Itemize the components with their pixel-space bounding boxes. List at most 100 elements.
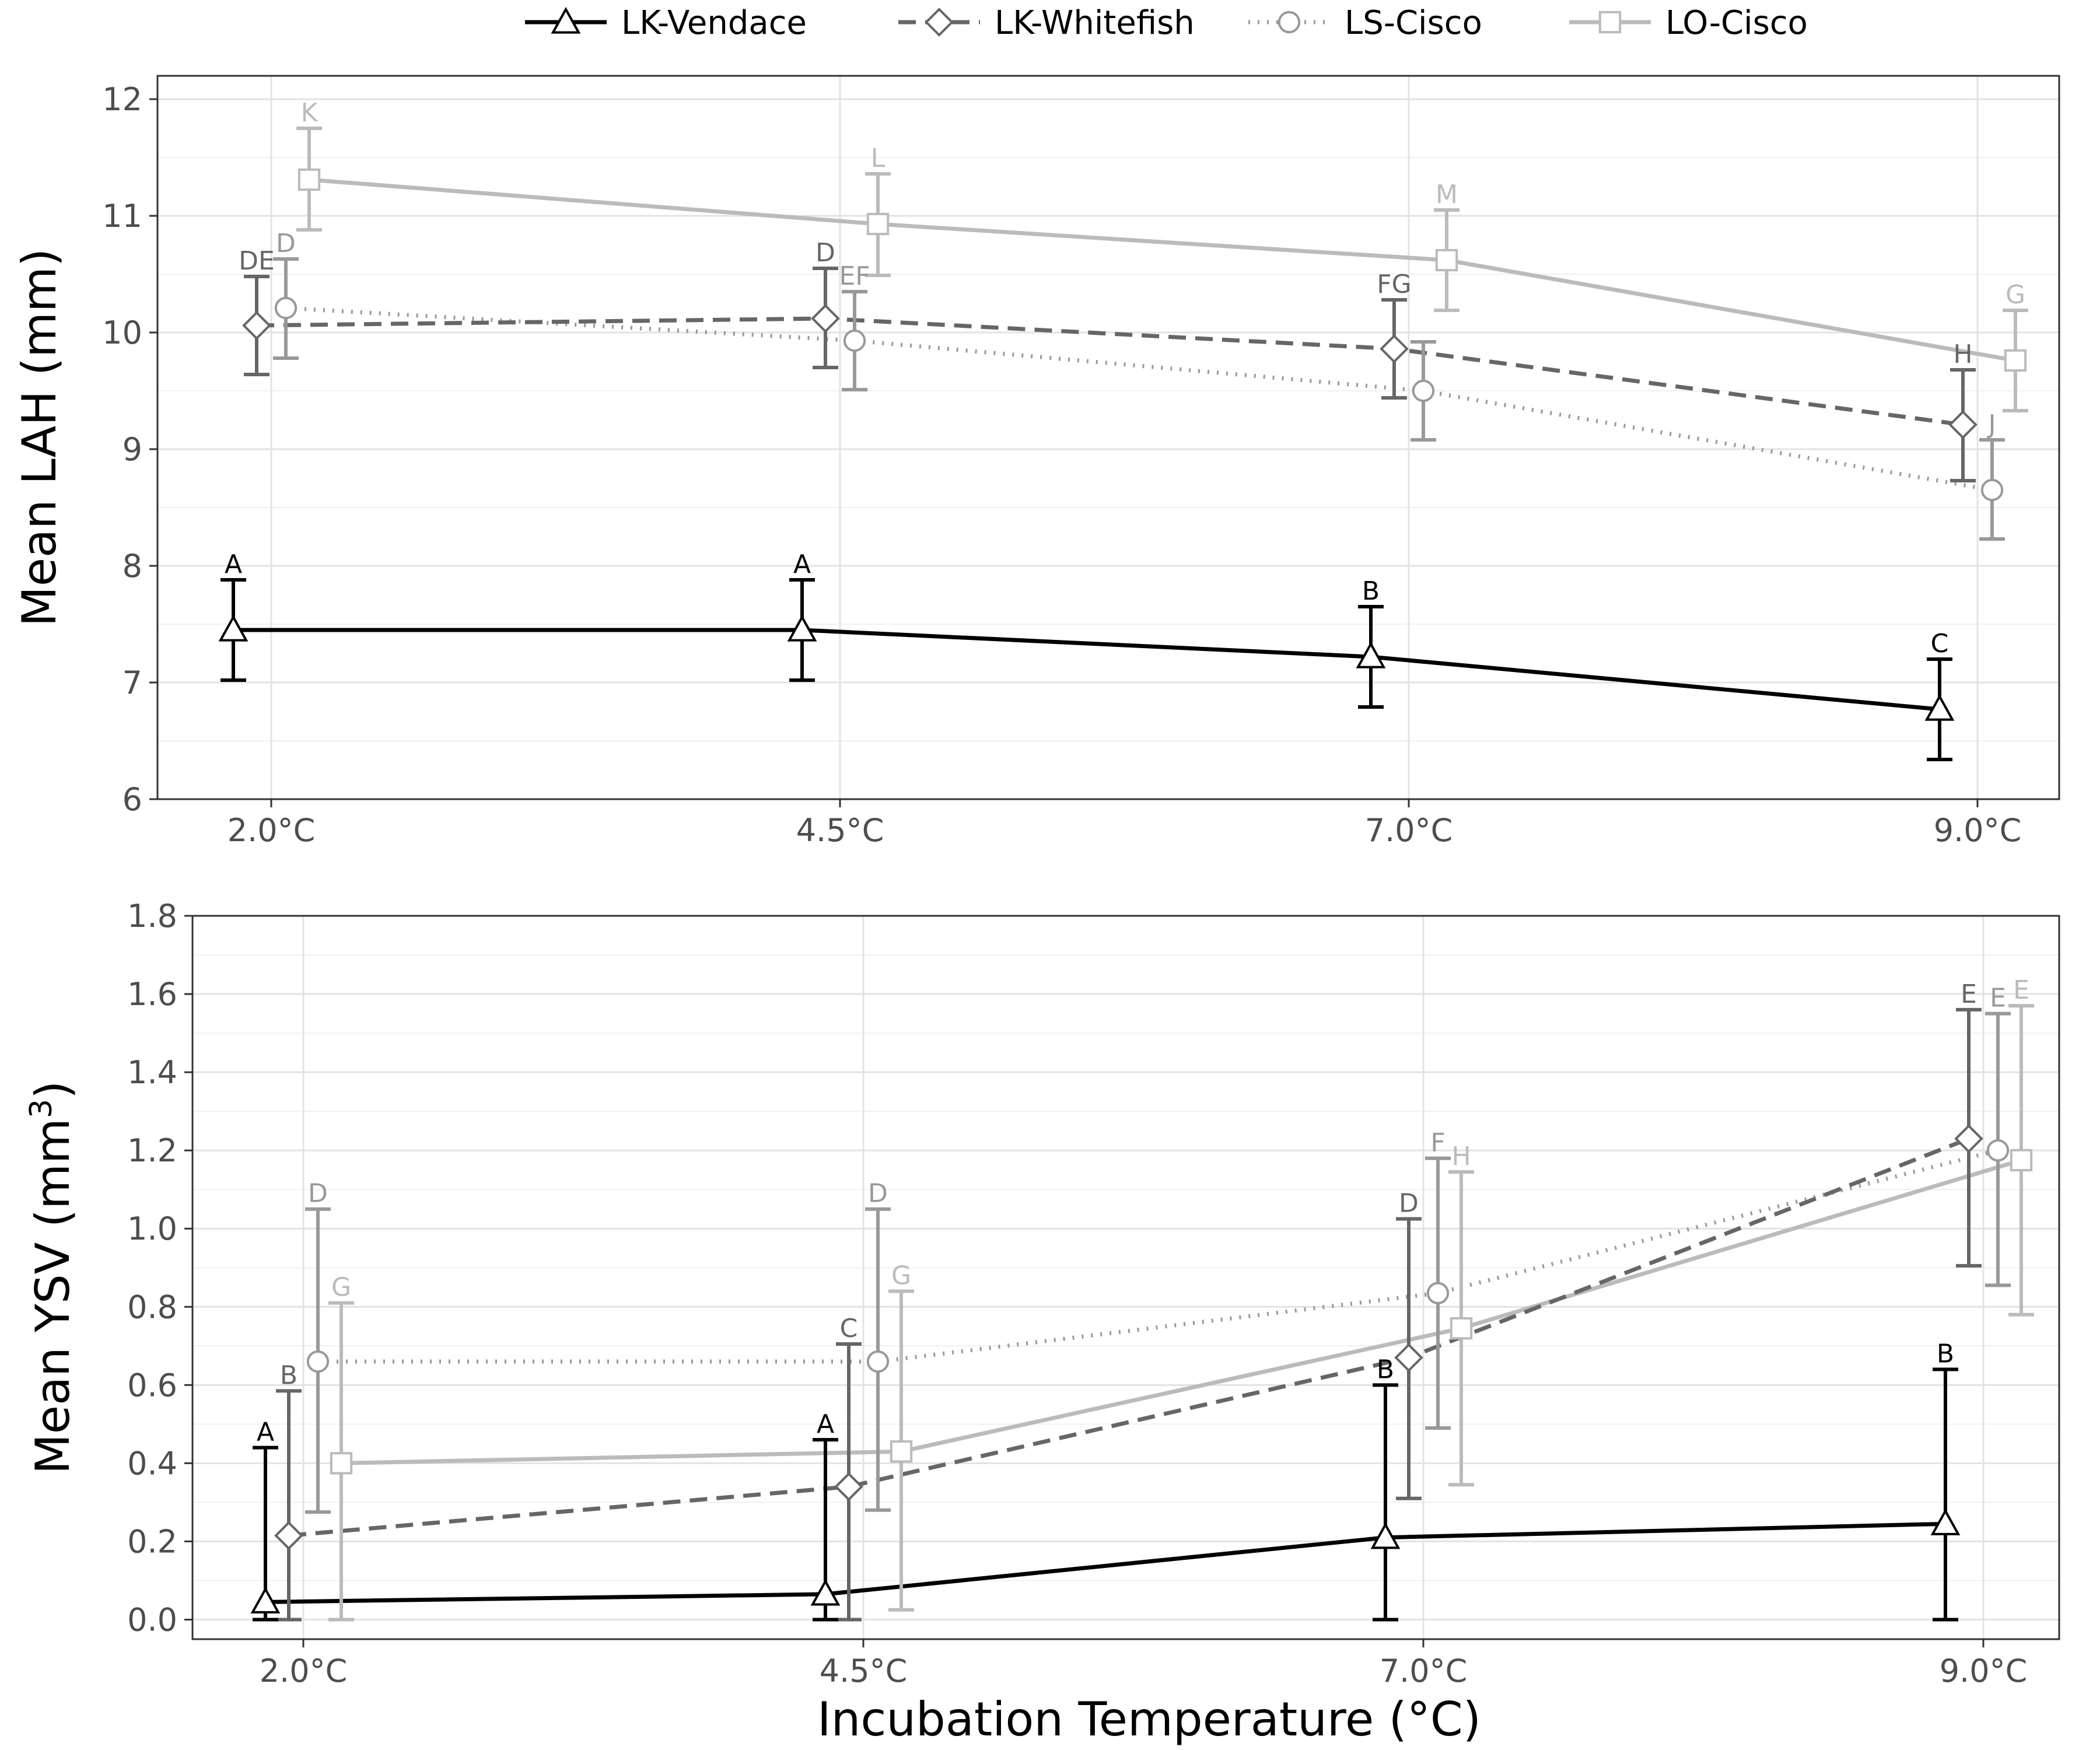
significance-letter-locisco: E xyxy=(2013,975,2029,1005)
data-point-vendace xyxy=(1356,641,1386,668)
y-tick-label: 10 xyxy=(102,314,142,351)
x-tick-label: 4.5°C xyxy=(796,812,884,849)
y-tick-label: 8 xyxy=(123,548,142,584)
significance-letter-locisco: H xyxy=(1451,1142,1471,1171)
series-line-lscisco xyxy=(318,1148,1999,1364)
significance-letter-vendace: A xyxy=(817,1409,834,1439)
significance-letter-vendace: B xyxy=(1937,1339,1954,1369)
legend-marker-locisco xyxy=(1598,10,1622,34)
data-point-locisco xyxy=(330,1452,353,1475)
significance-letter-whitefish: FG xyxy=(1377,270,1411,299)
significance-letter-vendace: B xyxy=(1362,576,1380,606)
data-point-lscisco xyxy=(1986,1139,2010,1162)
significance-letter-whitefish: DE xyxy=(239,246,275,276)
data-point-whitefish xyxy=(1948,410,1978,439)
significance-letter-locisco: G xyxy=(2006,280,2025,310)
data-point-whitefish xyxy=(242,311,271,340)
y-axis-title-suffix: ) xyxy=(26,1081,80,1099)
data-point-lscisco xyxy=(274,296,298,320)
panel-border xyxy=(156,75,2060,800)
x-tick-label: 9.0°C xyxy=(1940,1653,2028,1689)
legend-label-whitefish: LK-Whitefish xyxy=(995,4,1195,42)
legend: LK-Vendace LK-Whitefish LS-Cisco LO-Cisco xyxy=(525,4,1808,42)
data-point-vendace xyxy=(810,1578,841,1606)
data-point-locisco xyxy=(2010,1149,2033,1172)
y-tick-label: 0.0 xyxy=(127,1601,177,1638)
significance-letter-vendace: A xyxy=(257,1418,274,1447)
y-tick-label: 1.4 xyxy=(127,1054,177,1091)
x-tick-label: 2.0°C xyxy=(228,812,316,849)
significance-letter-whitefish: C xyxy=(840,1314,858,1343)
data-point-vendace xyxy=(250,1587,281,1614)
legend-marker-lscisco xyxy=(1278,10,1301,34)
x-tick-label: 2.0°C xyxy=(260,1653,348,1689)
y-tick-label: 1.2 xyxy=(127,1132,177,1169)
significance-letter-locisco: M xyxy=(1436,180,1458,209)
significance-letter-lscisco: E xyxy=(1990,984,2006,1013)
significance-letter-lscisco: D xyxy=(308,1179,328,1209)
data-point-whitefish xyxy=(811,304,840,333)
data-point-lscisco xyxy=(1412,379,1435,402)
x-tick-label: 7.0°C xyxy=(1380,1653,1468,1689)
significance-letter-vendace: A xyxy=(793,550,811,579)
legend-marker-whitefish xyxy=(925,8,954,37)
data-point-whitefish xyxy=(274,1521,303,1550)
y-axis-title-superscript: 3 xyxy=(24,1099,59,1118)
data-point-locisco xyxy=(866,212,890,236)
significance-letter-vendace: A xyxy=(225,550,242,579)
y-axis-title: Mean LAH (mm) xyxy=(12,249,66,626)
y-tick-label: 0.4 xyxy=(127,1445,177,1482)
x-tick-label: 9.0°C xyxy=(1934,812,2022,849)
legend-label-vendace: LK-Vendace xyxy=(621,4,807,42)
y-tick-label: 9 xyxy=(123,431,142,468)
panel-border xyxy=(191,915,2060,1640)
y-tick-label: 12 xyxy=(102,81,142,118)
y-tick-label: 1.8 xyxy=(127,898,177,935)
data-point-vendace xyxy=(1930,1508,1961,1535)
data-point-locisco xyxy=(298,168,321,191)
significance-letter-lscisco: D xyxy=(868,1179,888,1209)
data-point-lscisco xyxy=(843,329,866,352)
series-line-locisco xyxy=(309,177,2016,363)
significance-letter-lscisco: F xyxy=(1430,1128,1445,1158)
significance-letter-whitefish: B xyxy=(280,1360,298,1390)
series-line-lscisco xyxy=(285,306,1993,492)
data-point-lscisco xyxy=(866,1350,890,1373)
y-tick-label: 0.2 xyxy=(127,1523,177,1560)
significance-letter-whitefish: D xyxy=(1399,1188,1419,1218)
significance-letter-locisco: K xyxy=(301,98,318,128)
series-line-locisco xyxy=(341,1158,2022,1465)
y-tick-label: 0.6 xyxy=(127,1367,177,1404)
series-line-whitefish xyxy=(256,316,1964,427)
y-tick-label: 6 xyxy=(123,781,142,818)
x-tick-label: 7.0°C xyxy=(1365,812,1453,849)
data-point-vendace xyxy=(218,614,249,642)
data-point-locisco xyxy=(1435,249,1458,272)
data-point-lscisco xyxy=(306,1350,330,1373)
plot-area xyxy=(192,916,2059,1639)
y-tick-label: 11 xyxy=(102,198,142,235)
y-tick-label: 0.8 xyxy=(127,1289,177,1325)
data-point-locisco xyxy=(2004,349,2027,372)
significance-letter-lscisco: J xyxy=(1987,410,1996,439)
significance-letter-vendace: B xyxy=(1377,1354,1394,1384)
significance-letter-whitefish: E xyxy=(1961,979,1977,1009)
data-point-whitefish xyxy=(1954,1124,1983,1153)
significance-letter-lscisco: EF xyxy=(839,261,870,291)
series-line-vendace xyxy=(265,1521,1946,1604)
significance-letter-lscisco: D xyxy=(276,229,296,258)
series-line-vendace xyxy=(233,628,1940,712)
y-axis-title: Mean YSV (mm3) xyxy=(24,1081,80,1475)
data-point-vendace xyxy=(1924,694,1955,721)
data-point-lscisco xyxy=(1426,1282,1450,1304)
y-tick-label: 1.0 xyxy=(127,1210,177,1247)
significance-letter-locisco: G xyxy=(891,1261,911,1290)
data-point-whitefish xyxy=(1380,334,1409,363)
data-point-lscisco xyxy=(1980,478,2004,502)
significance-letter-locisco: G xyxy=(331,1273,351,1303)
significance-letter-whitefish: D xyxy=(816,238,835,268)
legend-label-lscisco: LS-Cisco xyxy=(1345,4,1482,42)
